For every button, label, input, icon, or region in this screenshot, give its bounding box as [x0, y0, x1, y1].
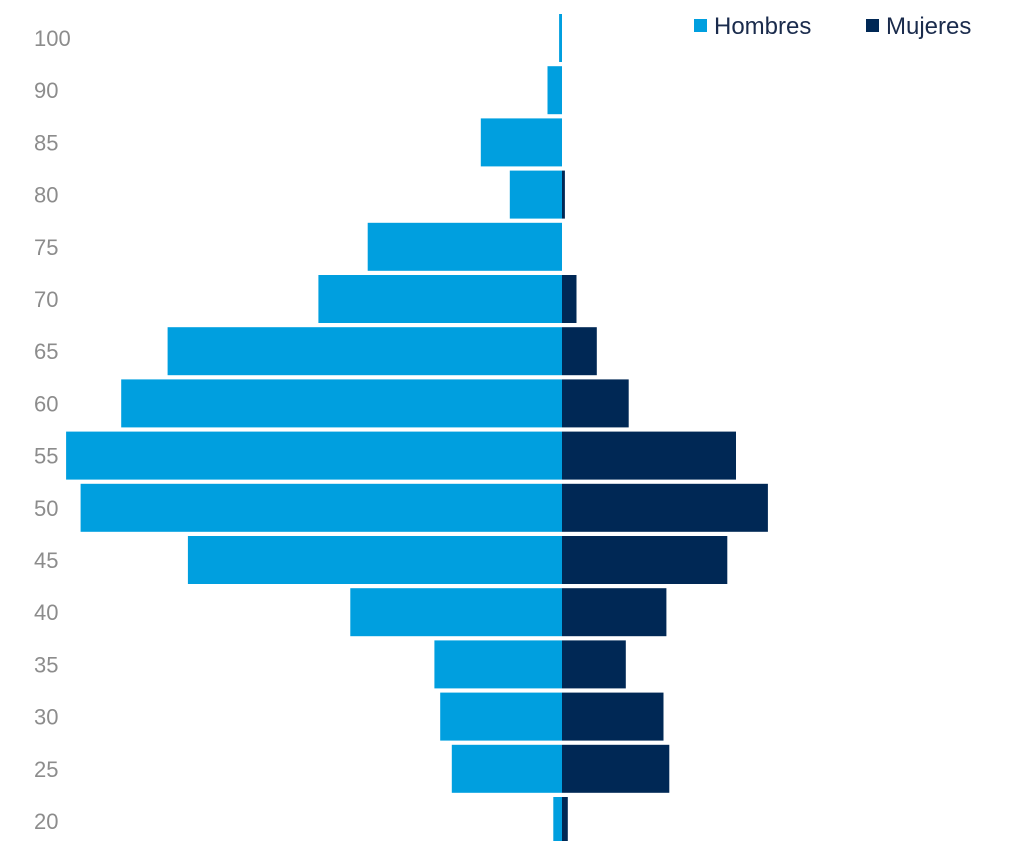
y-tick-label-45: 45	[34, 548, 58, 573]
y-tick-labels: 20 25 30 35 40 45 50 55 60 65 70 75 80 85 90 100	[34, 26, 71, 834]
bar-hombres-65	[167, 327, 562, 376]
legend-label-hombres: Hombres	[714, 13, 811, 40]
bar-mujeres-30	[562, 692, 664, 741]
bar-mujeres-35	[562, 640, 626, 689]
y-tick-label-35: 35	[34, 652, 58, 677]
bar-hombres-40	[350, 588, 562, 637]
y-tick-label-100: 100	[34, 26, 71, 51]
bar-hombres-50	[80, 483, 562, 532]
bar-mujeres-70	[562, 275, 577, 323]
y-tick-label-50: 50	[34, 496, 58, 521]
y-tick-label-85: 85	[34, 130, 58, 155]
bar-mujeres-65	[562, 327, 597, 376]
legend: Hombres Mujeres	[694, 13, 971, 40]
bars-group	[66, 14, 768, 841]
bar-mujeres-60	[562, 379, 629, 428]
bar-hombres-60	[121, 379, 562, 428]
bar-hombres-45	[187, 536, 562, 584]
y-tick-label-70: 70	[34, 287, 58, 312]
bar-mujeres-50	[562, 483, 768, 532]
bar-hombres-20	[553, 797, 562, 841]
bar-hombres-35	[434, 640, 562, 689]
y-tick-label-55: 55	[34, 444, 58, 469]
y-tick-label-20: 20	[34, 809, 58, 834]
legend-swatch-mujeres	[866, 19, 879, 32]
y-tick-label-65: 65	[34, 339, 58, 364]
y-tick-label-40: 40	[34, 600, 58, 625]
y-tick-label-80: 80	[34, 183, 58, 208]
legend-swatch-hombres	[694, 19, 707, 32]
bar-mujeres-55	[562, 431, 736, 480]
y-tick-label-90: 90	[34, 78, 58, 103]
bar-hombres-80	[509, 170, 562, 219]
bar-mujeres-40	[562, 588, 667, 637]
bar-hombres-30	[440, 692, 562, 741]
y-tick-label-60: 60	[34, 391, 58, 416]
bar-hombres-75	[367, 222, 562, 271]
y-tick-label-25: 25	[34, 757, 58, 782]
bar-hombres-90	[547, 66, 562, 115]
bar-hombres-25	[451, 744, 562, 793]
bar-mujeres-45	[562, 536, 728, 584]
bar-hombres-85	[480, 118, 562, 167]
bar-hombres-100	[559, 14, 562, 62]
bar-mujeres-25	[562, 744, 670, 793]
y-tick-label-75: 75	[34, 235, 58, 260]
y-tick-label-30: 30	[34, 705, 58, 730]
bar-hombres-55	[66, 431, 562, 480]
bar-hombres-70	[318, 275, 562, 323]
bar-mujeres-80	[562, 170, 565, 219]
legend-label-mujeres: Mujeres	[886, 13, 971, 40]
bar-mujeres-20	[562, 797, 568, 841]
